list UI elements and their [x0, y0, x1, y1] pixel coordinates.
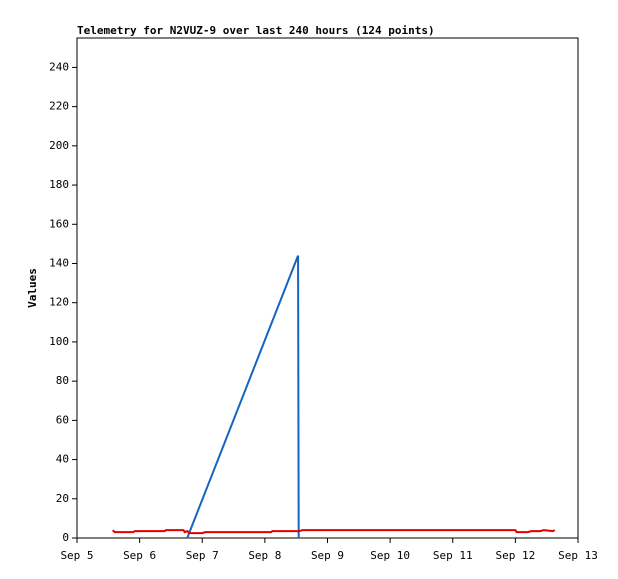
x-tick-label: Sep 10 [370, 549, 410, 562]
y-tick-label: 160 [49, 217, 69, 230]
y-tick-label: 80 [56, 374, 69, 387]
x-tick-label: Sep 8 [248, 549, 281, 562]
x-tick-label: Sep 5 [60, 549, 93, 562]
chart-title: Telemetry for N2VUZ-9 over last 240 hour… [77, 24, 435, 37]
series-line [111, 529, 556, 535]
y-tick-label: 0 [62, 531, 69, 544]
y-tick-label: 60 [56, 413, 69, 426]
y-tick-label: 220 [49, 100, 69, 113]
y-tick-label: 140 [49, 256, 69, 269]
x-tick-label: Sep 7 [186, 549, 219, 562]
y-tick-label: 200 [49, 139, 69, 152]
y-tick-label: 40 [56, 453, 69, 466]
y-tick-label: 240 [49, 60, 69, 73]
y-tick-label: 100 [49, 335, 69, 348]
x-tick-label: Sep 11 [433, 549, 473, 562]
series-line [186, 255, 300, 539]
y-tick-label: 180 [49, 178, 69, 191]
x-tick-label: Sep 12 [496, 549, 536, 562]
plot-frame [76, 37, 579, 539]
x-tick-label: Sep 6 [123, 549, 156, 562]
y-axis-label: Values [26, 268, 39, 308]
x-tick-label: Sep 13 [558, 549, 598, 562]
y-tick-label: 120 [49, 296, 69, 309]
x-tick-label: Sep 9 [311, 549, 344, 562]
y-tick-label: 20 [56, 492, 69, 505]
